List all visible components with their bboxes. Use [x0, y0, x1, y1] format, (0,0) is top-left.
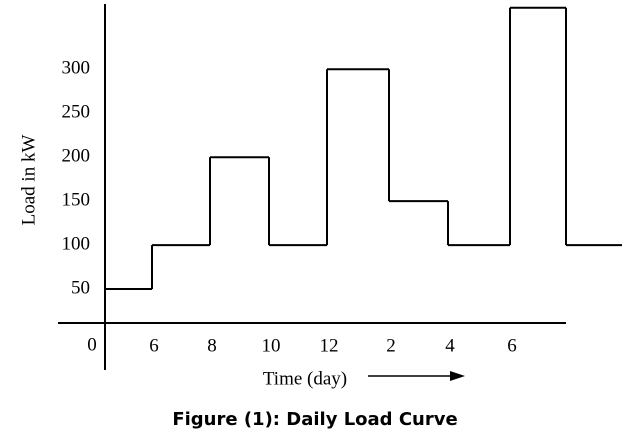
x-tick-label: 4: [445, 335, 455, 356]
x-tick-label: 8: [207, 335, 217, 356]
origin-label: 0: [87, 334, 97, 355]
y-tick-label: 300: [62, 58, 91, 79]
x-tick-label: 6: [507, 335, 517, 356]
chart-title: Figure (1): Daily Load Curve: [172, 409, 457, 430]
x-axis-label: Time (day): [263, 368, 347, 389]
y-tick-label: 150: [62, 190, 91, 211]
y-tick-label: 250: [62, 102, 91, 123]
y-tick-label: 100: [62, 233, 91, 254]
y-axis-label: Load in kW: [18, 135, 39, 226]
x-tick-label: 6: [149, 335, 159, 356]
x-tick-label: 10: [262, 335, 281, 356]
y-tick-label: 200: [62, 146, 91, 167]
x-tick-label: 2: [386, 335, 396, 356]
y-tick-label: 50: [71, 277, 90, 298]
x-tick-label: 12: [320, 335, 339, 356]
arrow-head: [450, 371, 465, 381]
